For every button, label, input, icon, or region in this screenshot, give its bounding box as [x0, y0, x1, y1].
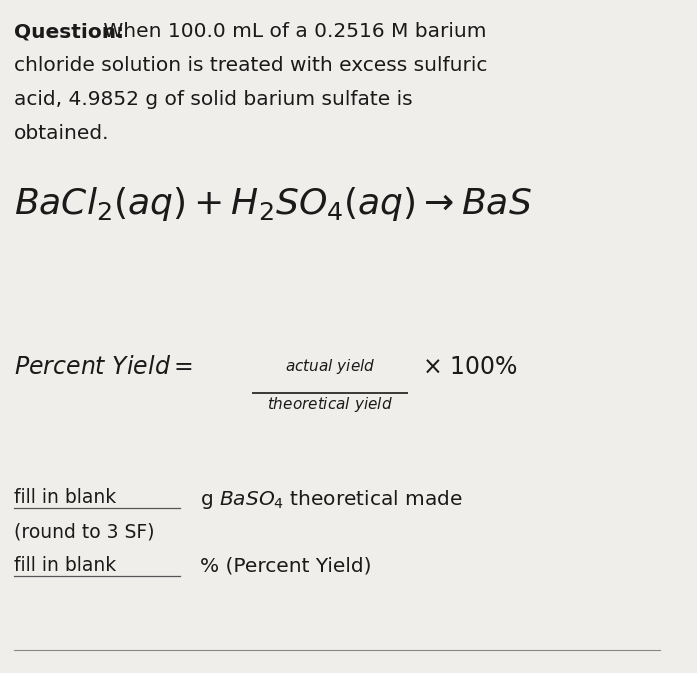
Text: % (Percent Yield): % (Percent Yield)	[200, 556, 372, 575]
Text: obtained.: obtained.	[14, 124, 109, 143]
Text: (round to 3 SF): (round to 3 SF)	[14, 522, 155, 541]
Text: fill in blank: fill in blank	[14, 488, 116, 507]
Text: $\times\ 100\%$: $\times\ 100\%$	[422, 355, 518, 379]
Text: $\mathit{Percent\ Yield} =$: $\mathit{Percent\ Yield} =$	[14, 355, 193, 379]
Text: Question:: Question:	[14, 22, 124, 41]
Text: acid, 4.9852 g of solid barium sulfate is: acid, 4.9852 g of solid barium sulfate i…	[14, 90, 413, 109]
Text: $\mathit{actual\ yield}$: $\mathit{actual\ yield}$	[285, 357, 375, 376]
Text: When 100.0 mL of a 0.2516 M barium: When 100.0 mL of a 0.2516 M barium	[97, 22, 487, 41]
Text: $\mathit{BaCl}_2\mathit{(aq)} + \mathit{H}_2\mathit{SO}_4\mathit{(aq)} \rightarr: $\mathit{BaCl}_2\mathit{(aq)} + \mathit{…	[14, 185, 532, 223]
Text: g $\mathit{BaSO_4}$ theoretical made: g $\mathit{BaSO_4}$ theoretical made	[200, 488, 463, 511]
Text: chloride solution is treated with excess sulfuric: chloride solution is treated with excess…	[14, 56, 487, 75]
Text: $\mathit{theoretical\ yield}$: $\mathit{theoretical\ yield}$	[267, 395, 393, 414]
Text: fill in blank: fill in blank	[14, 556, 116, 575]
